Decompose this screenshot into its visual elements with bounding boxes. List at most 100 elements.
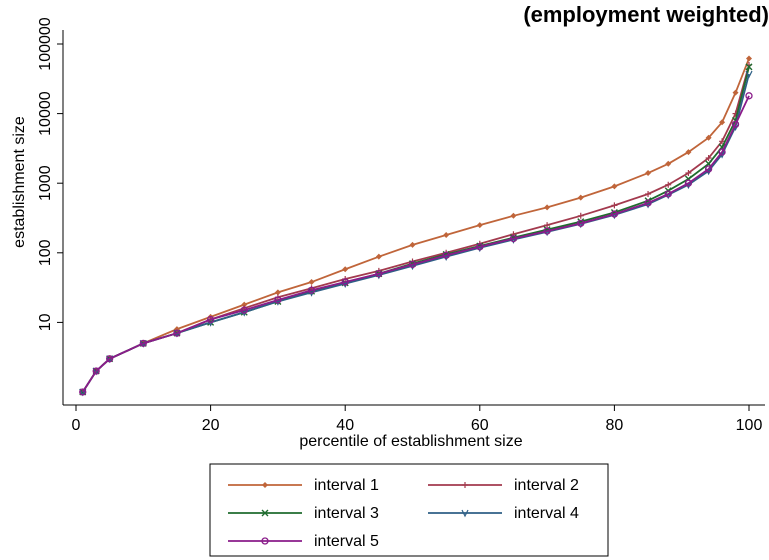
legend-label: interval 4 [514,505,579,522]
legend-item: interval 5 [228,533,379,550]
data-point [342,266,349,273]
series-line [81,73,750,393]
x-tick-label: 60 [471,417,489,434]
legend-label: interval 5 [314,533,379,550]
series-line [81,66,750,393]
legend-items: interval 1 interval 2 interval 3 interval 4… [228,477,579,550]
data-point [241,301,248,308]
legend-marker [461,509,469,518]
y-axis-title: establishment size [11,116,28,248]
data-point [705,134,712,141]
data-point [510,212,517,219]
data-point [745,92,753,100]
data-point [476,222,483,229]
x-axis-title: percentile of establishment size [299,433,522,450]
data-point [746,55,752,62]
legend-marker [261,537,269,545]
series-line [81,64,750,393]
y-tick-label: 10000 [37,91,54,136]
series-4 [79,70,753,397]
x-tick-label: 20 [202,417,220,434]
data-point [409,241,416,248]
data-point [665,181,672,188]
legend-label: interval 2 [514,477,579,494]
data-point [408,260,417,269]
data-point [173,329,181,337]
y-tick-label: 100 [37,239,54,266]
data-point [732,123,740,131]
legend-marker [262,482,268,488]
legend-item: interval 3 [228,505,379,522]
data-point [92,367,100,375]
legend-label: interval 1 [314,477,379,494]
data-point [544,222,551,229]
data-point [719,119,726,126]
legend-marker [261,509,269,517]
data-point [611,183,618,190]
legend: interval 1 interval 2 interval 3 interval 4… [209,463,609,557]
data-point [665,160,672,167]
data-point [745,63,753,71]
x-tick-label: 0 [72,417,81,434]
data-point [645,170,652,177]
chart-title: (employment weighted) [523,2,769,27]
x-tick-label: 40 [336,417,354,434]
data-point [685,149,692,156]
data-point [341,278,349,286]
data-point [704,165,713,173]
data-point [705,155,712,162]
y-ticks: 10 100 1000 10000 100000 [37,17,63,331]
legend-item: interval 4 [428,505,579,522]
series-1 [79,55,752,395]
data-point [745,70,753,79]
legend-item: interval 1 [228,477,379,494]
y-tick-label: 10 [37,313,54,331]
data-point [476,243,484,251]
y-tick-label: 1000 [37,165,54,201]
y-tick-label: 100000 [37,17,54,70]
series-line [81,95,750,393]
data-point [544,204,551,211]
data-point [79,388,87,396]
data-point [684,179,693,187]
data-point [106,355,114,363]
x-ticks: 0 20 40 60 80 100 [72,405,763,434]
data-point [308,279,315,286]
plot-area: 0 20 40 60 80 100 10 100 1000 10000 100000 [37,17,765,434]
data-point [664,190,672,198]
data-point [206,315,215,324]
data-point [610,210,619,218]
legend-label: interval 3 [314,505,379,522]
x-tick-label: 100 [736,417,763,434]
data-point [543,227,551,235]
data-point [577,212,584,219]
data-point [307,286,316,294]
data-point [645,190,652,197]
data-point [611,202,618,209]
data-point [443,232,450,239]
series-3 [79,63,753,396]
legend-marker [462,482,468,488]
data-point [274,289,281,296]
data-point [577,219,585,227]
data-point [509,234,518,243]
data-point [718,148,726,156]
data-point [375,270,383,278]
data-point [139,339,147,348]
data-point [644,199,652,207]
series-5 [79,92,753,396]
data-point [732,89,739,96]
legend-item: interval 2 [428,477,579,494]
data-point [577,194,584,201]
series-2 [79,61,752,395]
x-tick-label: 80 [606,417,624,434]
data-point [375,253,382,260]
data-point [442,251,450,259]
data-point [274,296,282,304]
data-point [731,120,740,129]
series-line [81,58,750,393]
series-layer [79,55,753,397]
data-point [685,170,692,177]
data-point [240,306,248,314]
